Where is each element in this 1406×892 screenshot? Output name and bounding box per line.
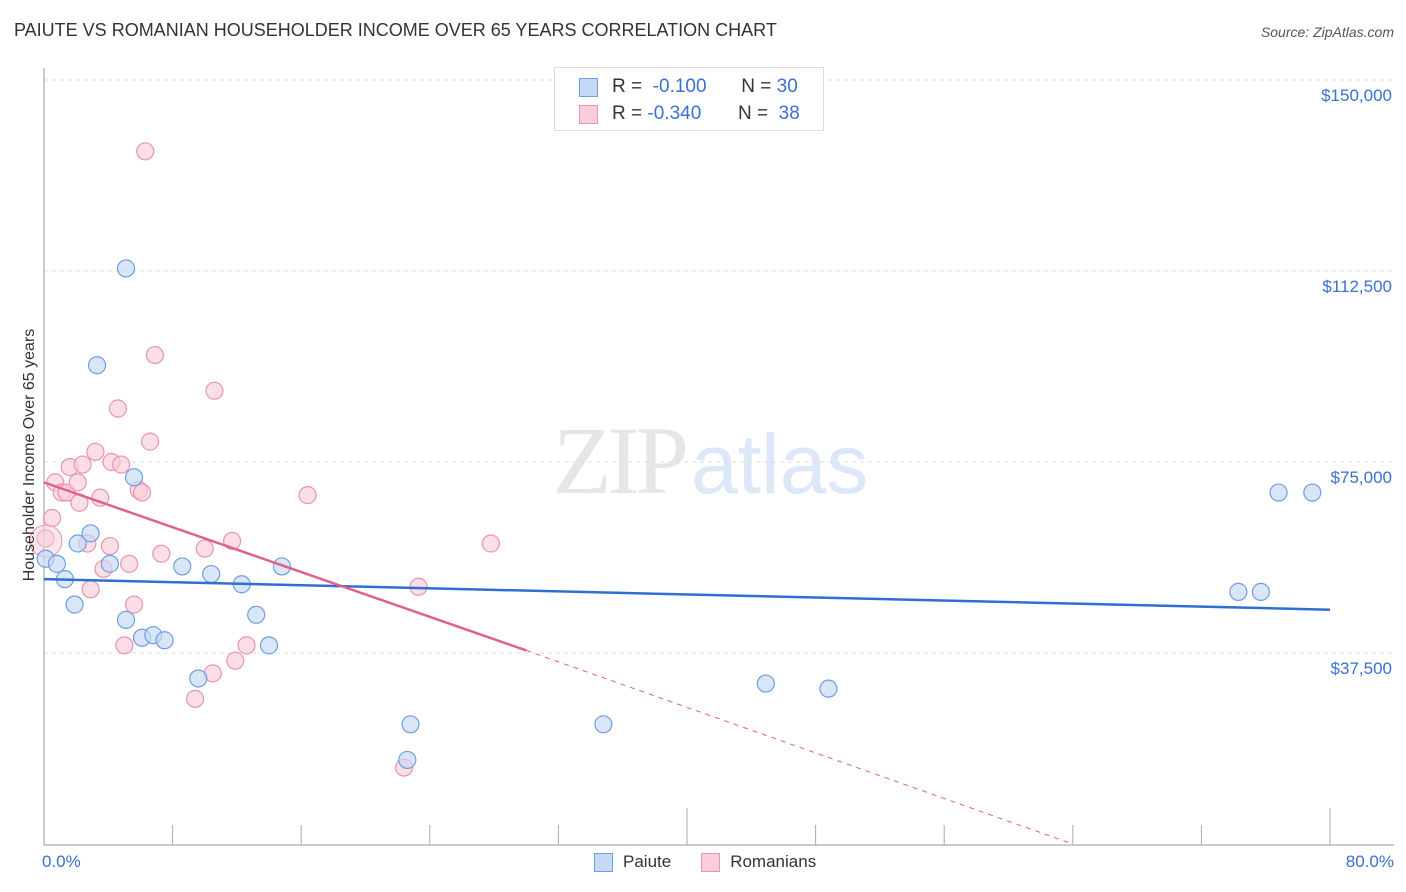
x-tick-min: 0.0% bbox=[42, 852, 81, 871]
romanians-swatch-icon bbox=[579, 104, 598, 124]
data-point[interactable] bbox=[68, 473, 87, 492]
paiute-trend-line bbox=[43, 577, 1331, 611]
watermark-zip: ZIP bbox=[553, 407, 689, 514]
watermark: ZIPatlas bbox=[553, 405, 868, 516]
trend-lines bbox=[43, 481, 1331, 845]
data-point[interactable] bbox=[47, 554, 66, 573]
r-label: R = bbox=[612, 103, 643, 124]
data-point[interactable] bbox=[152, 544, 171, 563]
data-point[interactable] bbox=[100, 554, 120, 573]
data-point[interactable] bbox=[86, 442, 105, 461]
y-axis-label: Householder Income Over 65 years bbox=[21, 328, 38, 582]
source-label: Source: ZipAtlas.com bbox=[1260, 24, 1394, 40]
data-point[interactable] bbox=[42, 508, 62, 528]
legend-item-romanians[interactable]: Romanians bbox=[701, 852, 816, 872]
data-point[interactable] bbox=[186, 689, 205, 708]
data-point[interactable] bbox=[819, 679, 838, 698]
data-point[interactable] bbox=[108, 399, 128, 418]
y-tick-75000: $75,000 bbox=[1330, 468, 1392, 487]
data-point[interactable] bbox=[205, 381, 224, 400]
data-point[interactable] bbox=[73, 455, 92, 474]
legend-item-paiute[interactable]: Paiute bbox=[594, 852, 671, 872]
data-point[interactable] bbox=[81, 524, 100, 543]
legend-label: Romanians bbox=[730, 852, 817, 871]
n-value: 38 bbox=[778, 103, 800, 124]
legend-row-romanians: R = -0.340 N = 38 bbox=[579, 103, 800, 125]
data-point[interactable] bbox=[173, 557, 192, 576]
r-value: -0.340 bbox=[647, 103, 702, 124]
y-tick-150000: $150,000 bbox=[1321, 86, 1392, 105]
n-label: N = bbox=[741, 76, 772, 97]
paiute-swatch-icon bbox=[579, 77, 598, 97]
paiute-swatch-icon bbox=[594, 852, 613, 872]
data-point[interactable] bbox=[756, 674, 775, 693]
data-point[interactable] bbox=[81, 580, 100, 599]
data-point[interactable] bbox=[145, 345, 165, 365]
legend-row-paiute: R = -0.100 N = 30 bbox=[579, 76, 798, 98]
data-point[interactable] bbox=[116, 610, 136, 629]
x-tick-max: 80.0% bbox=[1345, 852, 1394, 871]
n-value: 30 bbox=[776, 76, 798, 97]
data-point[interactable] bbox=[87, 356, 107, 375]
data-point[interactable] bbox=[237, 636, 256, 655]
axes bbox=[43, 68, 1394, 846]
romanians-points bbox=[29, 142, 500, 777]
y-tick-112500: $112,500 bbox=[1322, 277, 1392, 296]
data-point[interactable] bbox=[115, 636, 134, 655]
data-point[interactable] bbox=[189, 669, 208, 688]
data-point[interactable] bbox=[136, 142, 155, 161]
data-point[interactable] bbox=[124, 468, 144, 487]
r-value: -0.100 bbox=[652, 76, 707, 97]
watermark-atlas: atlas bbox=[691, 417, 869, 511]
romanians-trend-extension bbox=[526, 649, 1073, 845]
data-point[interactable] bbox=[132, 483, 152, 502]
data-point[interactable] bbox=[1251, 582, 1270, 601]
data-point[interactable] bbox=[594, 715, 613, 734]
data-point[interactable] bbox=[1303, 483, 1322, 502]
paiute-points bbox=[36, 259, 1322, 770]
romanians-swatch-icon bbox=[701, 852, 721, 872]
data-point[interactable] bbox=[155, 631, 174, 650]
n-label: N = bbox=[737, 103, 769, 124]
r-label: R = bbox=[612, 76, 643, 97]
gridlines bbox=[44, 79, 1394, 654]
data-point[interactable] bbox=[91, 488, 110, 507]
data-point[interactable] bbox=[398, 750, 417, 770]
data-point[interactable] bbox=[116, 259, 136, 278]
data-point[interactable] bbox=[124, 595, 144, 614]
data-point[interactable] bbox=[401, 715, 420, 734]
data-point[interactable] bbox=[120, 554, 139, 573]
data-point[interactable] bbox=[202, 564, 221, 584]
data-point[interactable] bbox=[65, 595, 84, 614]
y-tick-37500: $37,500 bbox=[1330, 659, 1392, 678]
legend-label: Paiute bbox=[623, 852, 672, 871]
series-legend: Paiute Romanians bbox=[594, 852, 846, 872]
data-point[interactable] bbox=[195, 539, 214, 558]
chart-title: PAIUTE VS ROMANIAN HOUSEHOLDER INCOME OV… bbox=[14, 20, 777, 40]
data-point[interactable] bbox=[112, 455, 131, 474]
data-point[interactable] bbox=[68, 534, 87, 553]
data-point[interactable] bbox=[247, 605, 266, 624]
correlation-legend: R = -0.100 N = 30 R = -0.340 N = 38 bbox=[554, 67, 824, 131]
data-point[interactable] bbox=[259, 636, 279, 655]
data-point[interactable] bbox=[298, 486, 317, 505]
romanians-trend-line bbox=[43, 481, 527, 652]
data-point[interactable] bbox=[226, 651, 245, 670]
data-point[interactable] bbox=[140, 432, 160, 451]
data-point[interactable] bbox=[100, 536, 120, 556]
data-point[interactable] bbox=[1269, 483, 1288, 502]
data-point[interactable] bbox=[1229, 582, 1248, 601]
data-point[interactable] bbox=[481, 534, 500, 553]
